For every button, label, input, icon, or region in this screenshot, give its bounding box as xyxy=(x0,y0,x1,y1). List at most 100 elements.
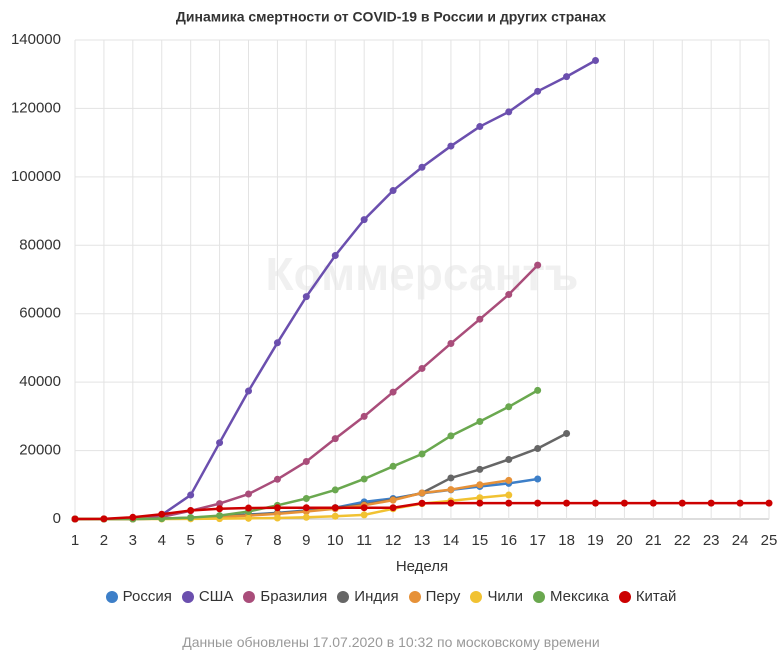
data-point xyxy=(534,445,542,453)
x-tick-label: 23 xyxy=(703,532,720,549)
data-point xyxy=(505,455,513,463)
data-point xyxy=(476,315,484,323)
data-point xyxy=(505,499,513,507)
data-point xyxy=(476,494,484,502)
data-point xyxy=(216,500,224,508)
legend-label: Мексика xyxy=(549,588,609,605)
data-point xyxy=(216,439,224,447)
legend-marker xyxy=(337,590,350,603)
data-point xyxy=(360,511,368,519)
series-line xyxy=(75,479,509,521)
legend-item[interactable]: Россия xyxy=(105,588,172,605)
x-tick-label: 25 xyxy=(761,532,778,549)
y-tick-label: 40000 xyxy=(19,373,61,390)
data-point xyxy=(447,486,455,494)
legend-marker xyxy=(181,590,194,603)
data-point xyxy=(476,465,484,473)
data-point xyxy=(389,462,397,470)
x-tick-label: 2 xyxy=(100,532,108,549)
x-tick-label: 9 xyxy=(302,532,310,549)
data-point xyxy=(476,123,484,131)
data-point xyxy=(678,499,686,507)
data-point xyxy=(360,412,368,420)
data-point xyxy=(273,475,281,483)
x-tick-label: 18 xyxy=(558,532,575,549)
data-point xyxy=(447,432,455,440)
data-point xyxy=(563,73,571,81)
data-point xyxy=(707,499,715,507)
data-point xyxy=(360,475,368,483)
data-point xyxy=(592,57,599,65)
legend-item[interactable]: Чили xyxy=(470,588,523,605)
data-point xyxy=(649,499,657,507)
series-line xyxy=(75,432,568,521)
x-tick-label: 17 xyxy=(529,532,546,549)
x-tick-label: 11 xyxy=(356,532,372,549)
x-tick-label: 1 xyxy=(71,532,79,549)
data-point xyxy=(389,496,397,504)
data-point xyxy=(302,504,310,512)
legend-item[interactable]: Индия xyxy=(337,588,399,605)
x-tick-label: 10 xyxy=(327,532,344,549)
legend-label: Чили xyxy=(487,588,523,605)
data-point xyxy=(245,514,252,522)
data-point xyxy=(418,163,426,171)
legend-marker xyxy=(532,590,545,603)
data-point xyxy=(273,504,281,512)
y-tick-label: 60000 xyxy=(19,305,61,322)
x-tick-label: 21 xyxy=(645,532,662,549)
legend-label: Бразилия xyxy=(260,588,328,605)
x-tick-label: 8 xyxy=(273,532,281,549)
legend-item[interactable]: Бразилия xyxy=(243,588,327,605)
x-tick-label: 22 xyxy=(674,532,691,549)
data-point xyxy=(534,87,542,95)
data-point xyxy=(389,504,397,512)
data-point xyxy=(216,512,224,520)
data-point xyxy=(505,291,513,299)
data-point xyxy=(476,417,484,425)
data-point xyxy=(302,513,310,521)
data-point xyxy=(245,490,252,498)
x-axis-label: Неделя xyxy=(396,558,448,575)
data-point xyxy=(505,403,513,411)
x-tick-label: 24 xyxy=(732,532,749,549)
data-point xyxy=(418,450,426,458)
legend-item[interactable]: Мексика xyxy=(532,588,609,605)
x-tick-label: 20 xyxy=(616,532,633,549)
x-tick-label: 14 xyxy=(443,532,460,549)
data-point xyxy=(563,499,571,507)
legend-item[interactable]: Китай xyxy=(618,588,676,605)
x-tick-label: 19 xyxy=(587,532,604,549)
data-point xyxy=(71,515,79,523)
data-point xyxy=(447,474,455,482)
footnote: Данные обновлены 17.07.2020 в 10:32 по м… xyxy=(182,634,600,650)
y-tick-label: 140000 xyxy=(11,31,61,48)
legend: Россия США Бразилия Индия Перу Чили Мексика Кит… xyxy=(0,588,782,605)
legend-marker xyxy=(243,590,256,603)
data-point xyxy=(158,510,166,518)
data-point xyxy=(534,499,542,507)
data-point xyxy=(505,476,513,484)
data-point xyxy=(418,499,426,507)
x-tick-label: 13 xyxy=(414,532,431,549)
data-point xyxy=(187,491,195,499)
grid xyxy=(74,39,770,520)
legend-label: США xyxy=(198,588,234,605)
x-tick-label: 7 xyxy=(244,532,252,549)
data-point xyxy=(273,514,281,522)
data-point xyxy=(476,499,484,507)
data-point xyxy=(765,499,773,507)
data-point xyxy=(563,429,571,437)
data-point xyxy=(187,506,195,514)
y-tick-label: 80000 xyxy=(19,236,61,253)
x-tick-label: 16 xyxy=(500,532,517,549)
data-point xyxy=(418,364,426,372)
legend-marker xyxy=(470,590,483,603)
data-point xyxy=(129,513,137,521)
legend-item[interactable]: США xyxy=(181,588,234,605)
legend-item[interactable]: Перу xyxy=(408,588,460,605)
legend-marker xyxy=(618,590,631,603)
data-point xyxy=(360,504,368,512)
x-tick-label: 4 xyxy=(158,532,166,549)
